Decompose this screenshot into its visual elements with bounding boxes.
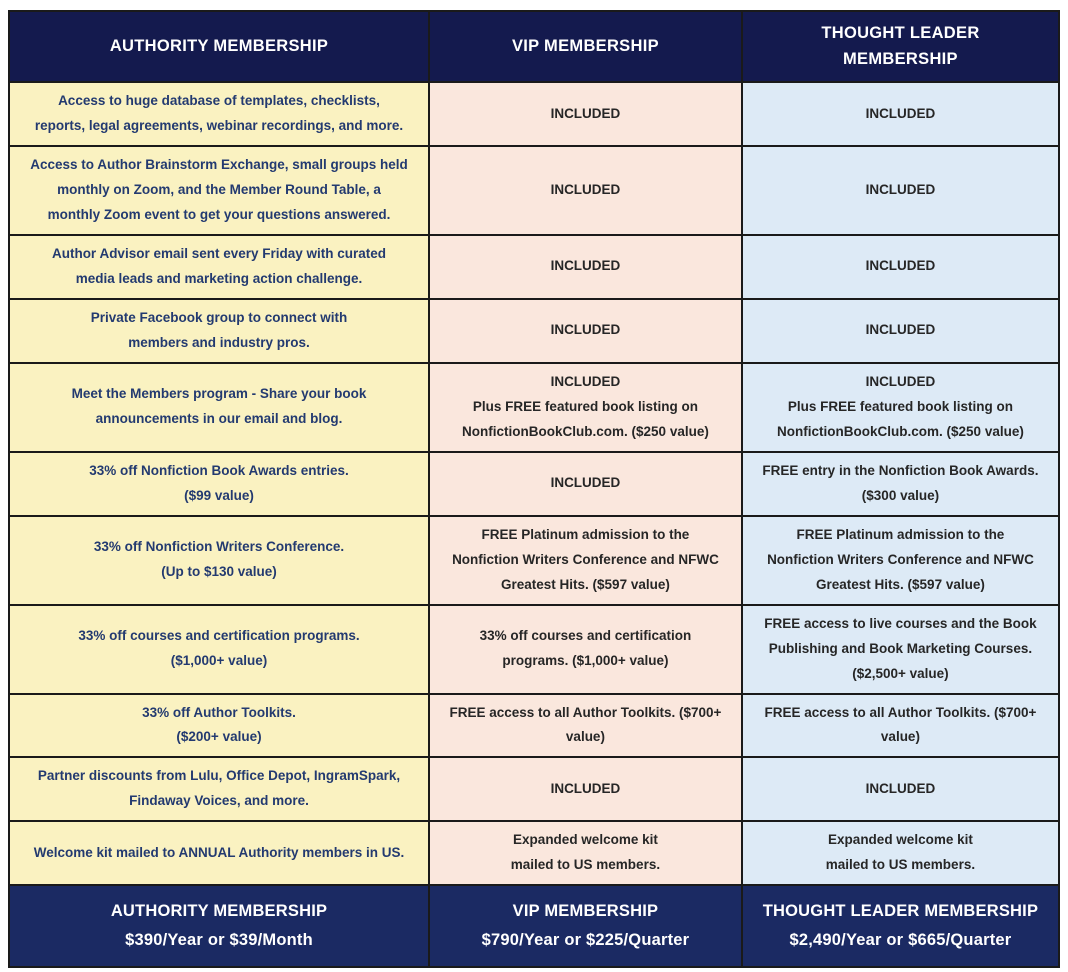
table-row: Meet the Members program - Share your bo… bbox=[8, 361, 1061, 453]
feature-cell-book-awards: 33% off Nonfiction Book Awards entries. … bbox=[8, 450, 430, 517]
thought-leader-cell-partner-discounts: INCLUDED bbox=[740, 756, 1061, 823]
feature-cell-facebook-group: Private Facebook group to connect with m… bbox=[8, 297, 430, 364]
feature-cell-toolkits: 33% off Author Toolkits. ($200+ value) bbox=[8, 692, 430, 759]
price-vip: VIP MEMBERSHIP $790/Year or $225/Quarter bbox=[428, 884, 743, 969]
table-row: Author Advisor email sent every Friday w… bbox=[8, 233, 1061, 300]
header-row: AUTHORITY MEMBERSHIP VIP MEMBERSHIP THOU… bbox=[8, 9, 1061, 84]
column-header-thought-leader: THOUGHT LEADER MEMBERSHIP bbox=[740, 9, 1061, 84]
table-row: Access to huge database of templates, ch… bbox=[8, 81, 1061, 148]
table-row: 33% off Nonfiction Book Awards entries. … bbox=[8, 450, 1061, 517]
vip-cell-brainstorm: INCLUDED bbox=[428, 145, 743, 236]
vip-cell-meet-members: INCLUDED Plus FREE featured book listing… bbox=[428, 361, 743, 453]
vip-cell-courses: 33% off courses and certification progra… bbox=[428, 603, 743, 695]
thought-leader-cell-author-advisor: INCLUDED bbox=[740, 233, 1061, 300]
feature-cell-brainstorm: Access to Author Brainstorm Exchange, sm… bbox=[8, 145, 430, 236]
pricing-footer-row: AUTHORITY MEMBERSHIP $390/Year or $39/Mo… bbox=[8, 884, 1061, 969]
table-row: 33% off Nonfiction Writers Conference. (… bbox=[8, 514, 1061, 606]
vip-cell-toolkits: FREE access to all Author Toolkits. ($70… bbox=[428, 692, 743, 759]
column-header-vip: VIP MEMBERSHIP bbox=[428, 9, 743, 84]
membership-comparison-table: AUTHORITY MEMBERSHIP VIP MEMBERSHIP THOU… bbox=[8, 9, 1061, 969]
thought-leader-cell-book-awards: FREE entry in the Nonfiction Book Awards… bbox=[740, 450, 1061, 517]
vip-cell-author-advisor: INCLUDED bbox=[428, 233, 743, 300]
price-thought-leader: THOUGHT LEADER MEMBERSHIP $2,490/Year or… bbox=[740, 884, 1061, 969]
vip-cell-welcome-kit: Expanded welcome kit mailed to US member… bbox=[428, 820, 743, 887]
vip-cell-book-awards: INCLUDED bbox=[428, 450, 743, 517]
vip-cell-database: INCLUDED bbox=[428, 81, 743, 148]
table-row: 33% off Author Toolkits. ($200+ value) F… bbox=[8, 692, 1061, 759]
thought-leader-cell-welcome-kit: Expanded welcome kit mailed to US member… bbox=[740, 820, 1061, 887]
feature-cell-meet-members: Meet the Members program - Share your bo… bbox=[8, 361, 430, 453]
table-row: Welcome kit mailed to ANNUAL Authority m… bbox=[8, 820, 1061, 887]
price-authority: AUTHORITY MEMBERSHIP $390/Year or $39/Mo… bbox=[8, 884, 430, 969]
vip-cell-partner-discounts: INCLUDED bbox=[428, 756, 743, 823]
feature-cell-database: Access to huge database of templates, ch… bbox=[8, 81, 430, 148]
table-row: 33% off courses and certification progra… bbox=[8, 603, 1061, 695]
vip-cell-writers-conference: FREE Platinum admission to the Nonfictio… bbox=[428, 514, 743, 606]
vip-cell-facebook-group: INCLUDED bbox=[428, 297, 743, 364]
feature-cell-courses: 33% off courses and certification progra… bbox=[8, 603, 430, 695]
feature-cell-author-advisor: Author Advisor email sent every Friday w… bbox=[8, 233, 430, 300]
feature-cell-welcome-kit: Welcome kit mailed to ANNUAL Authority m… bbox=[8, 820, 430, 887]
thought-leader-cell-database: INCLUDED bbox=[740, 81, 1061, 148]
column-header-authority: AUTHORITY MEMBERSHIP bbox=[8, 9, 430, 84]
feature-cell-partner-discounts: Partner discounts from Lulu, Office Depo… bbox=[8, 756, 430, 823]
thought-leader-cell-toolkits: FREE access to all Author Toolkits. ($70… bbox=[740, 692, 1061, 759]
table-row: Access to Author Brainstorm Exchange, sm… bbox=[8, 145, 1061, 236]
thought-leader-cell-brainstorm: INCLUDED bbox=[740, 145, 1061, 236]
table-row: Partner discounts from Lulu, Office Depo… bbox=[8, 756, 1061, 823]
thought-leader-cell-meet-members: INCLUDED Plus FREE featured book listing… bbox=[740, 361, 1061, 453]
thought-leader-cell-writers-conference: FREE Platinum admission to the Nonfictio… bbox=[740, 514, 1061, 606]
thought-leader-cell-facebook-group: INCLUDED bbox=[740, 297, 1061, 364]
thought-leader-cell-courses: FREE access to live courses and the Book… bbox=[740, 603, 1061, 695]
table-row: Private Facebook group to connect with m… bbox=[8, 297, 1061, 364]
feature-cell-writers-conference: 33% off Nonfiction Writers Conference. (… bbox=[8, 514, 430, 606]
